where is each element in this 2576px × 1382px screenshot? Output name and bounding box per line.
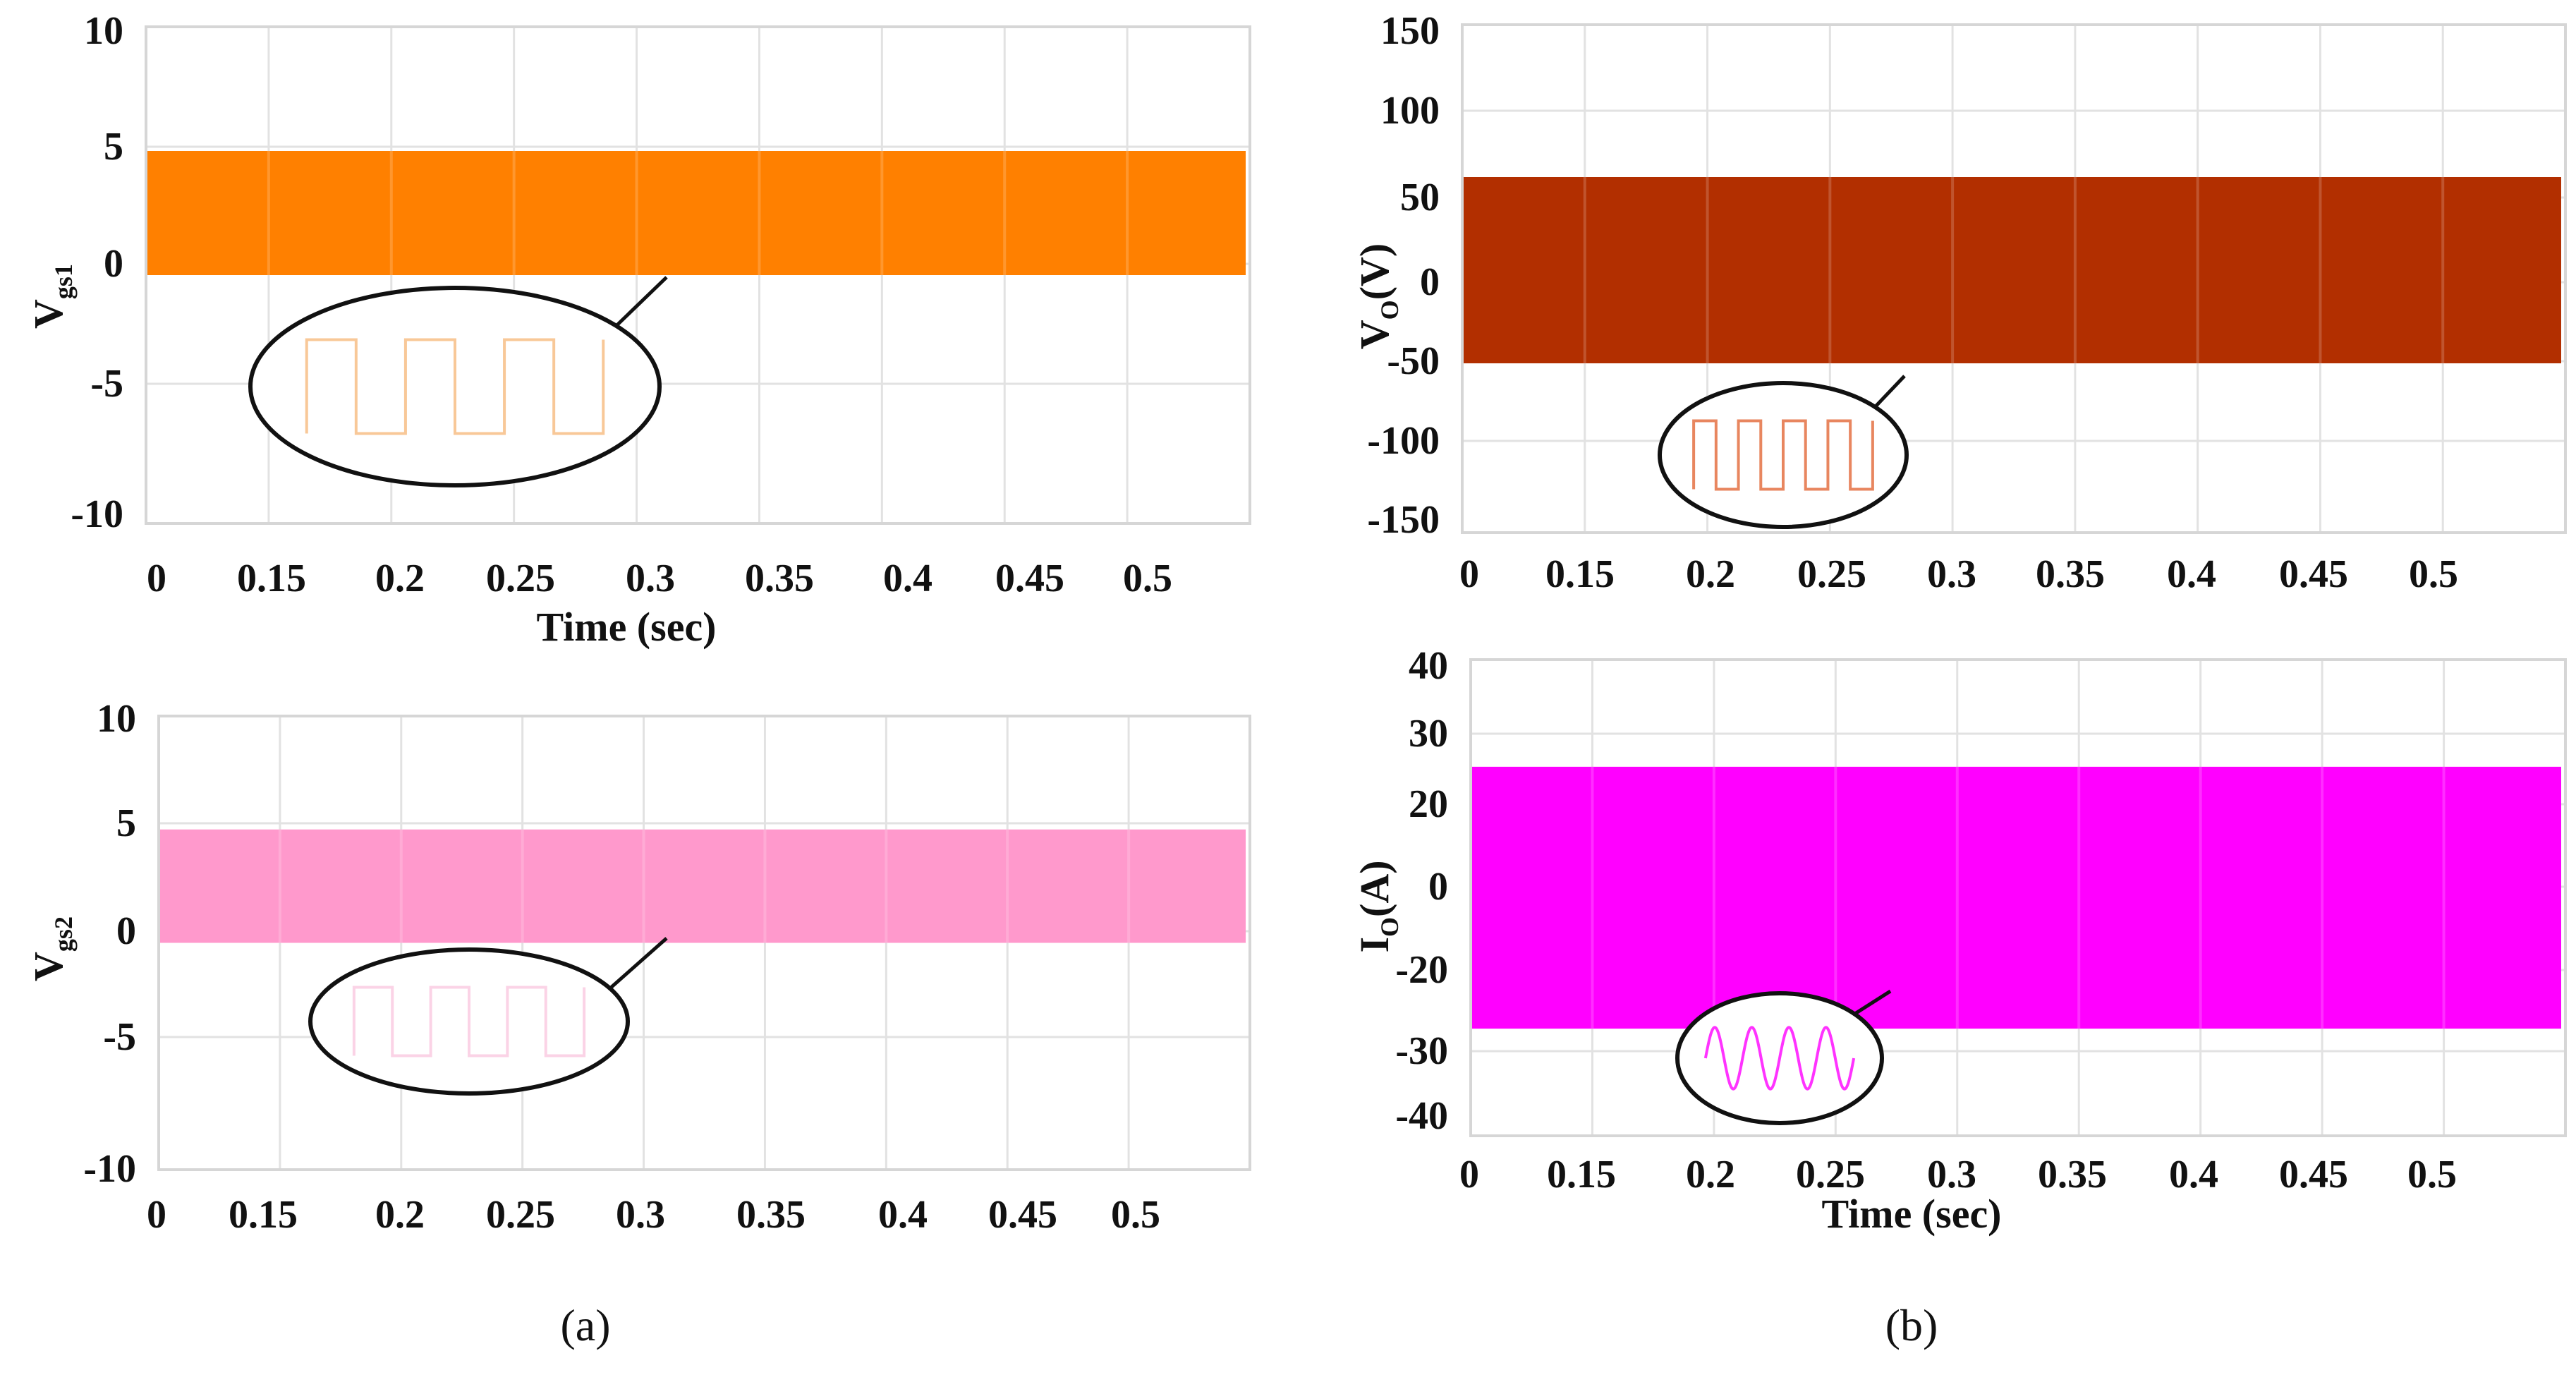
x-tick-label: 0 xyxy=(147,557,166,600)
y-tick-label: -20 xyxy=(1395,948,1448,992)
signal-band-vgs1 xyxy=(147,151,1246,275)
y-tick-label: 30 xyxy=(1409,712,1448,756)
x-tick-label: 0.45 xyxy=(995,557,1064,600)
x-tick-label: 0 xyxy=(147,1193,166,1237)
y-tick-label: -10 xyxy=(83,1147,136,1191)
plot-frame xyxy=(145,25,1251,525)
y-tick-label: 150 xyxy=(1380,9,1440,53)
x-tick-label: 0.15 xyxy=(1547,1153,1616,1196)
x-tick-label: 0.5 xyxy=(1111,1193,1160,1237)
x-tick-label: 0.2 xyxy=(375,1193,425,1237)
x-tick-label: 0.4 xyxy=(2169,1153,2218,1196)
y-tick-label: -40 xyxy=(1395,1094,1448,1138)
x-tick-label: 0 xyxy=(1459,1153,1479,1196)
y-tick-label: 5 xyxy=(116,801,136,845)
y-tick-label: -50 xyxy=(1387,339,1440,383)
chart-vo: 150 100 50 0 -50 -100 -150 0 0.15 0.2 0.25 0.3 0.35 0… xyxy=(1351,9,2567,596)
x-tick-label: 0.15 xyxy=(237,557,306,600)
inset-waveform xyxy=(352,986,586,1057)
y-axis-label: VO(V) xyxy=(1351,243,1404,349)
y-tick-label: 0 xyxy=(116,909,136,953)
chart-vgs1: 10 5 0 -5 -10 0 0.15 0.2 0.25 0.3 0.35 0.4 0.45 0.5 Ti… xyxy=(25,9,1251,650)
x-tick-label: 0.4 xyxy=(878,1193,928,1237)
zoom-inset-vgs1 xyxy=(248,276,668,487)
x-tick-label: 0.25 xyxy=(1796,1153,1865,1196)
x-tick-label: 0.2 xyxy=(1686,1153,1735,1196)
x-tick-label: 0.25 xyxy=(486,557,555,600)
y-tick-label: -5 xyxy=(103,1015,136,1059)
y-tick-label: 100 xyxy=(1380,89,1440,133)
inset-waveform xyxy=(305,338,605,435)
x-tick-label: 0 xyxy=(1459,552,1479,596)
y-tick-label: -150 xyxy=(1367,498,1440,542)
x-tick-label: 0.25 xyxy=(486,1193,555,1237)
y-tick-label: -30 xyxy=(1395,1029,1448,1073)
x-tick-label: 0.35 xyxy=(2038,1153,2107,1196)
plot-frame xyxy=(157,715,1251,1171)
y-tick-label: 10 xyxy=(84,9,123,53)
x-tick-label: 0.2 xyxy=(1686,552,1735,596)
x-tick-label: 0.15 xyxy=(229,1193,298,1237)
x-tick-label: 0.5 xyxy=(1123,557,1172,600)
x-tick-label: 0.45 xyxy=(2279,552,2348,596)
x-tick-label: 0.3 xyxy=(626,557,675,600)
y-axis-label: Vgs1 xyxy=(25,264,78,329)
y-tick-label: 20 xyxy=(1409,782,1448,826)
x-tick-label: 0.35 xyxy=(745,557,814,600)
x-tick-label: 0.4 xyxy=(883,557,932,600)
x-tick-label: 0.35 xyxy=(2036,552,2105,596)
panel-label-a: (a) xyxy=(560,1300,610,1350)
x-tick-label: 0.4 xyxy=(2167,552,2216,596)
panel-label-b: (b) xyxy=(1885,1300,1938,1350)
callout-line xyxy=(1875,375,1906,407)
callout-line xyxy=(604,937,668,994)
y-tick-label: -10 xyxy=(71,492,123,536)
x-tick-label: 0.35 xyxy=(736,1193,806,1237)
signal-band-vo xyxy=(1464,177,2561,363)
x-tick-label: 0.45 xyxy=(988,1193,1057,1237)
y-tick-label: 50 xyxy=(1400,176,1440,219)
y-axis-label: IO(A) xyxy=(1351,860,1404,952)
y-tick-label: 10 xyxy=(97,697,136,741)
x-tick-label: 0.25 xyxy=(1797,552,1866,596)
x-tick-label: 0.5 xyxy=(2407,1153,2457,1196)
x-tick-label: 0.3 xyxy=(616,1193,665,1237)
y-tick-label: 5 xyxy=(104,125,123,169)
chart-io: 40 30 20 0 -20 -30 -40 0 0.15 0.2 0.25 0.3 0.35 0.4 0.… xyxy=(1351,644,2567,1237)
y-tick-label: 0 xyxy=(1420,260,1440,304)
x-tick-label: 0.15 xyxy=(1545,552,1615,596)
x-tick-label: 0.5 xyxy=(2409,552,2458,596)
inset-waveform xyxy=(1692,419,1874,491)
plot-frame xyxy=(1469,658,2567,1137)
zoom-inset-vo xyxy=(1658,375,1909,529)
zoom-inset-vgs2 xyxy=(308,937,668,1096)
x-axis-label: Time (sec) xyxy=(1822,1191,2002,1237)
y-tick-label: -5 xyxy=(90,362,123,406)
signal-band-vgs2 xyxy=(160,829,1246,943)
y-axis-label: Vgs2 xyxy=(25,916,78,981)
inset-waveform xyxy=(1703,1026,1856,1091)
callout-line xyxy=(1850,989,1892,1018)
y-tick-label: 0 xyxy=(104,242,123,286)
x-axis-label: Time (sec) xyxy=(537,604,717,650)
signal-band-io xyxy=(1472,766,2561,1029)
x-tick-label: 0.3 xyxy=(1927,1153,1976,1196)
x-tick-label: 0.45 xyxy=(2279,1153,2348,1196)
y-tick-label: 0 xyxy=(1428,865,1448,909)
plot-frame xyxy=(1461,23,2567,534)
x-tick-label: 0.3 xyxy=(1927,552,1976,596)
x-tick-label: 0.2 xyxy=(375,557,425,600)
y-tick-label: -100 xyxy=(1367,419,1440,463)
zoom-inset-io xyxy=(1675,989,1892,1125)
y-tick-label: 40 xyxy=(1409,644,1448,688)
